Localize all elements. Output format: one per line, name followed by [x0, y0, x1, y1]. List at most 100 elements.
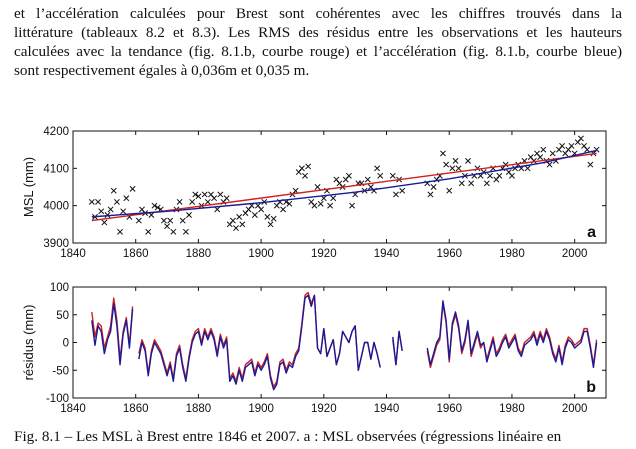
data-point	[568, 142, 575, 149]
data-point	[468, 180, 475, 187]
data-point	[364, 176, 371, 183]
y-axis-label: résidus (mm)	[21, 305, 36, 381]
data-point	[317, 200, 324, 207]
data-point	[399, 187, 406, 194]
data-point	[483, 180, 490, 187]
data-point-stroke	[559, 142, 566, 149]
data-point-stroke	[117, 228, 123, 235]
panel-b-residuals-chart: 1840 1860 1880 1900 1920 1940 1960 1980 2000 -100…	[21, 282, 607, 415]
x-tick-label: 1860	[123, 403, 149, 415]
data-point	[280, 206, 287, 213]
data-point	[430, 184, 437, 190]
acceleration-curve	[91, 149, 597, 218]
data-point	[440, 150, 446, 157]
data-point-stroke	[129, 185, 136, 192]
data-point-stroke	[349, 202, 355, 209]
data-point-stroke	[430, 184, 437, 190]
data-point-stroke	[207, 191, 214, 198]
data-point-stroke	[496, 172, 503, 179]
data-point-stroke	[314, 184, 321, 190]
data-point	[154, 204, 161, 211]
data-point	[270, 215, 277, 222]
y-tick-label: 4200	[43, 126, 69, 138]
data-point-stroke	[568, 142, 575, 149]
data-point-stroke	[139, 206, 145, 213]
data-point-stroke	[549, 150, 556, 157]
data-point-stroke	[487, 172, 493, 179]
data-point	[113, 198, 120, 205]
data-point-stroke	[170, 228, 177, 235]
paragraph-line-1: et l’accélération calculées pour Brest s…	[14, 5, 622, 22]
y-tick-label: 4100	[43, 163, 69, 175]
x-tick-label: 2000	[562, 403, 588, 415]
data-point	[233, 225, 239, 232]
data-point	[449, 165, 456, 172]
data-point	[587, 161, 594, 168]
data-point	[496, 172, 503, 179]
data-point	[292, 187, 299, 194]
data-point-stroke	[443, 161, 450, 168]
y-tick-label: 50	[56, 310, 69, 322]
data-point	[487, 172, 493, 179]
data-point-stroke	[189, 198, 196, 205]
data-point-stroke	[584, 146, 591, 153]
data-point	[167, 217, 174, 224]
data-point	[95, 198, 102, 205]
data-point	[98, 208, 105, 215]
data-point-stroke	[377, 172, 384, 179]
paragraph-line-2: littérature (tableaux 8.2 et 8.3). Les R…	[14, 24, 622, 41]
data-point-stroke	[176, 198, 183, 205]
data-point-stroke	[270, 215, 277, 222]
data-point	[540, 146, 547, 153]
data-point-stroke	[458, 180, 465, 187]
data-point-stroke	[280, 206, 287, 213]
data-point	[392, 191, 399, 198]
data-point-stroke	[154, 204, 161, 211]
data-point	[204, 198, 211, 205]
data-point-stroke	[204, 198, 211, 205]
x-tick-label: 1920	[311, 403, 337, 415]
data-point-stroke	[264, 213, 271, 220]
data-point-stroke	[508, 172, 515, 179]
data-point-stroke	[336, 180, 343, 187]
data-point-stroke	[160, 217, 167, 224]
data-point-stroke	[515, 161, 522, 168]
data-point	[298, 165, 305, 172]
data-point	[229, 217, 236, 224]
data-point-stroke	[367, 184, 374, 190]
data-point	[251, 212, 258, 218]
data-point-stroke	[107, 206, 114, 213]
data-point	[327, 202, 334, 209]
y-axis-label: MSL (mm)	[21, 157, 36, 217]
x-tick-label: 1900	[248, 248, 274, 260]
data-point-stroke	[546, 161, 553, 168]
data-point	[236, 213, 243, 220]
data-point-stroke	[364, 176, 371, 183]
data-point	[192, 191, 199, 198]
x-tick-label: 1920	[311, 248, 337, 260]
data-point-stroke	[98, 208, 105, 215]
data-point-stroke	[317, 200, 324, 207]
data-point	[211, 195, 218, 202]
data-point-stroke	[233, 225, 239, 232]
x-tick-label: 1980	[499, 248, 525, 260]
data-point-stroke	[211, 195, 218, 202]
data-point-stroke	[236, 213, 243, 220]
data-point	[189, 198, 196, 205]
data-point-stroke	[389, 172, 396, 179]
data-point-stroke	[399, 187, 406, 194]
data-point-stroke	[534, 150, 540, 157]
x-tick-label: 1860	[123, 248, 149, 260]
y-tick-label: -50	[52, 365, 69, 377]
data-point	[223, 195, 230, 202]
body-paragraph: et l’accélération calculées pour Brest s…	[14, 4, 622, 80]
residual-line-acceleration	[392, 330, 403, 366]
data-point	[524, 165, 531, 172]
x-tick-label: 1880	[186, 403, 212, 415]
data-point-stroke	[449, 165, 456, 172]
data-point-stroke	[587, 161, 594, 168]
data-point-stroke	[286, 200, 293, 207]
data-point-stroke	[135, 217, 142, 224]
data-point	[217, 191, 224, 198]
